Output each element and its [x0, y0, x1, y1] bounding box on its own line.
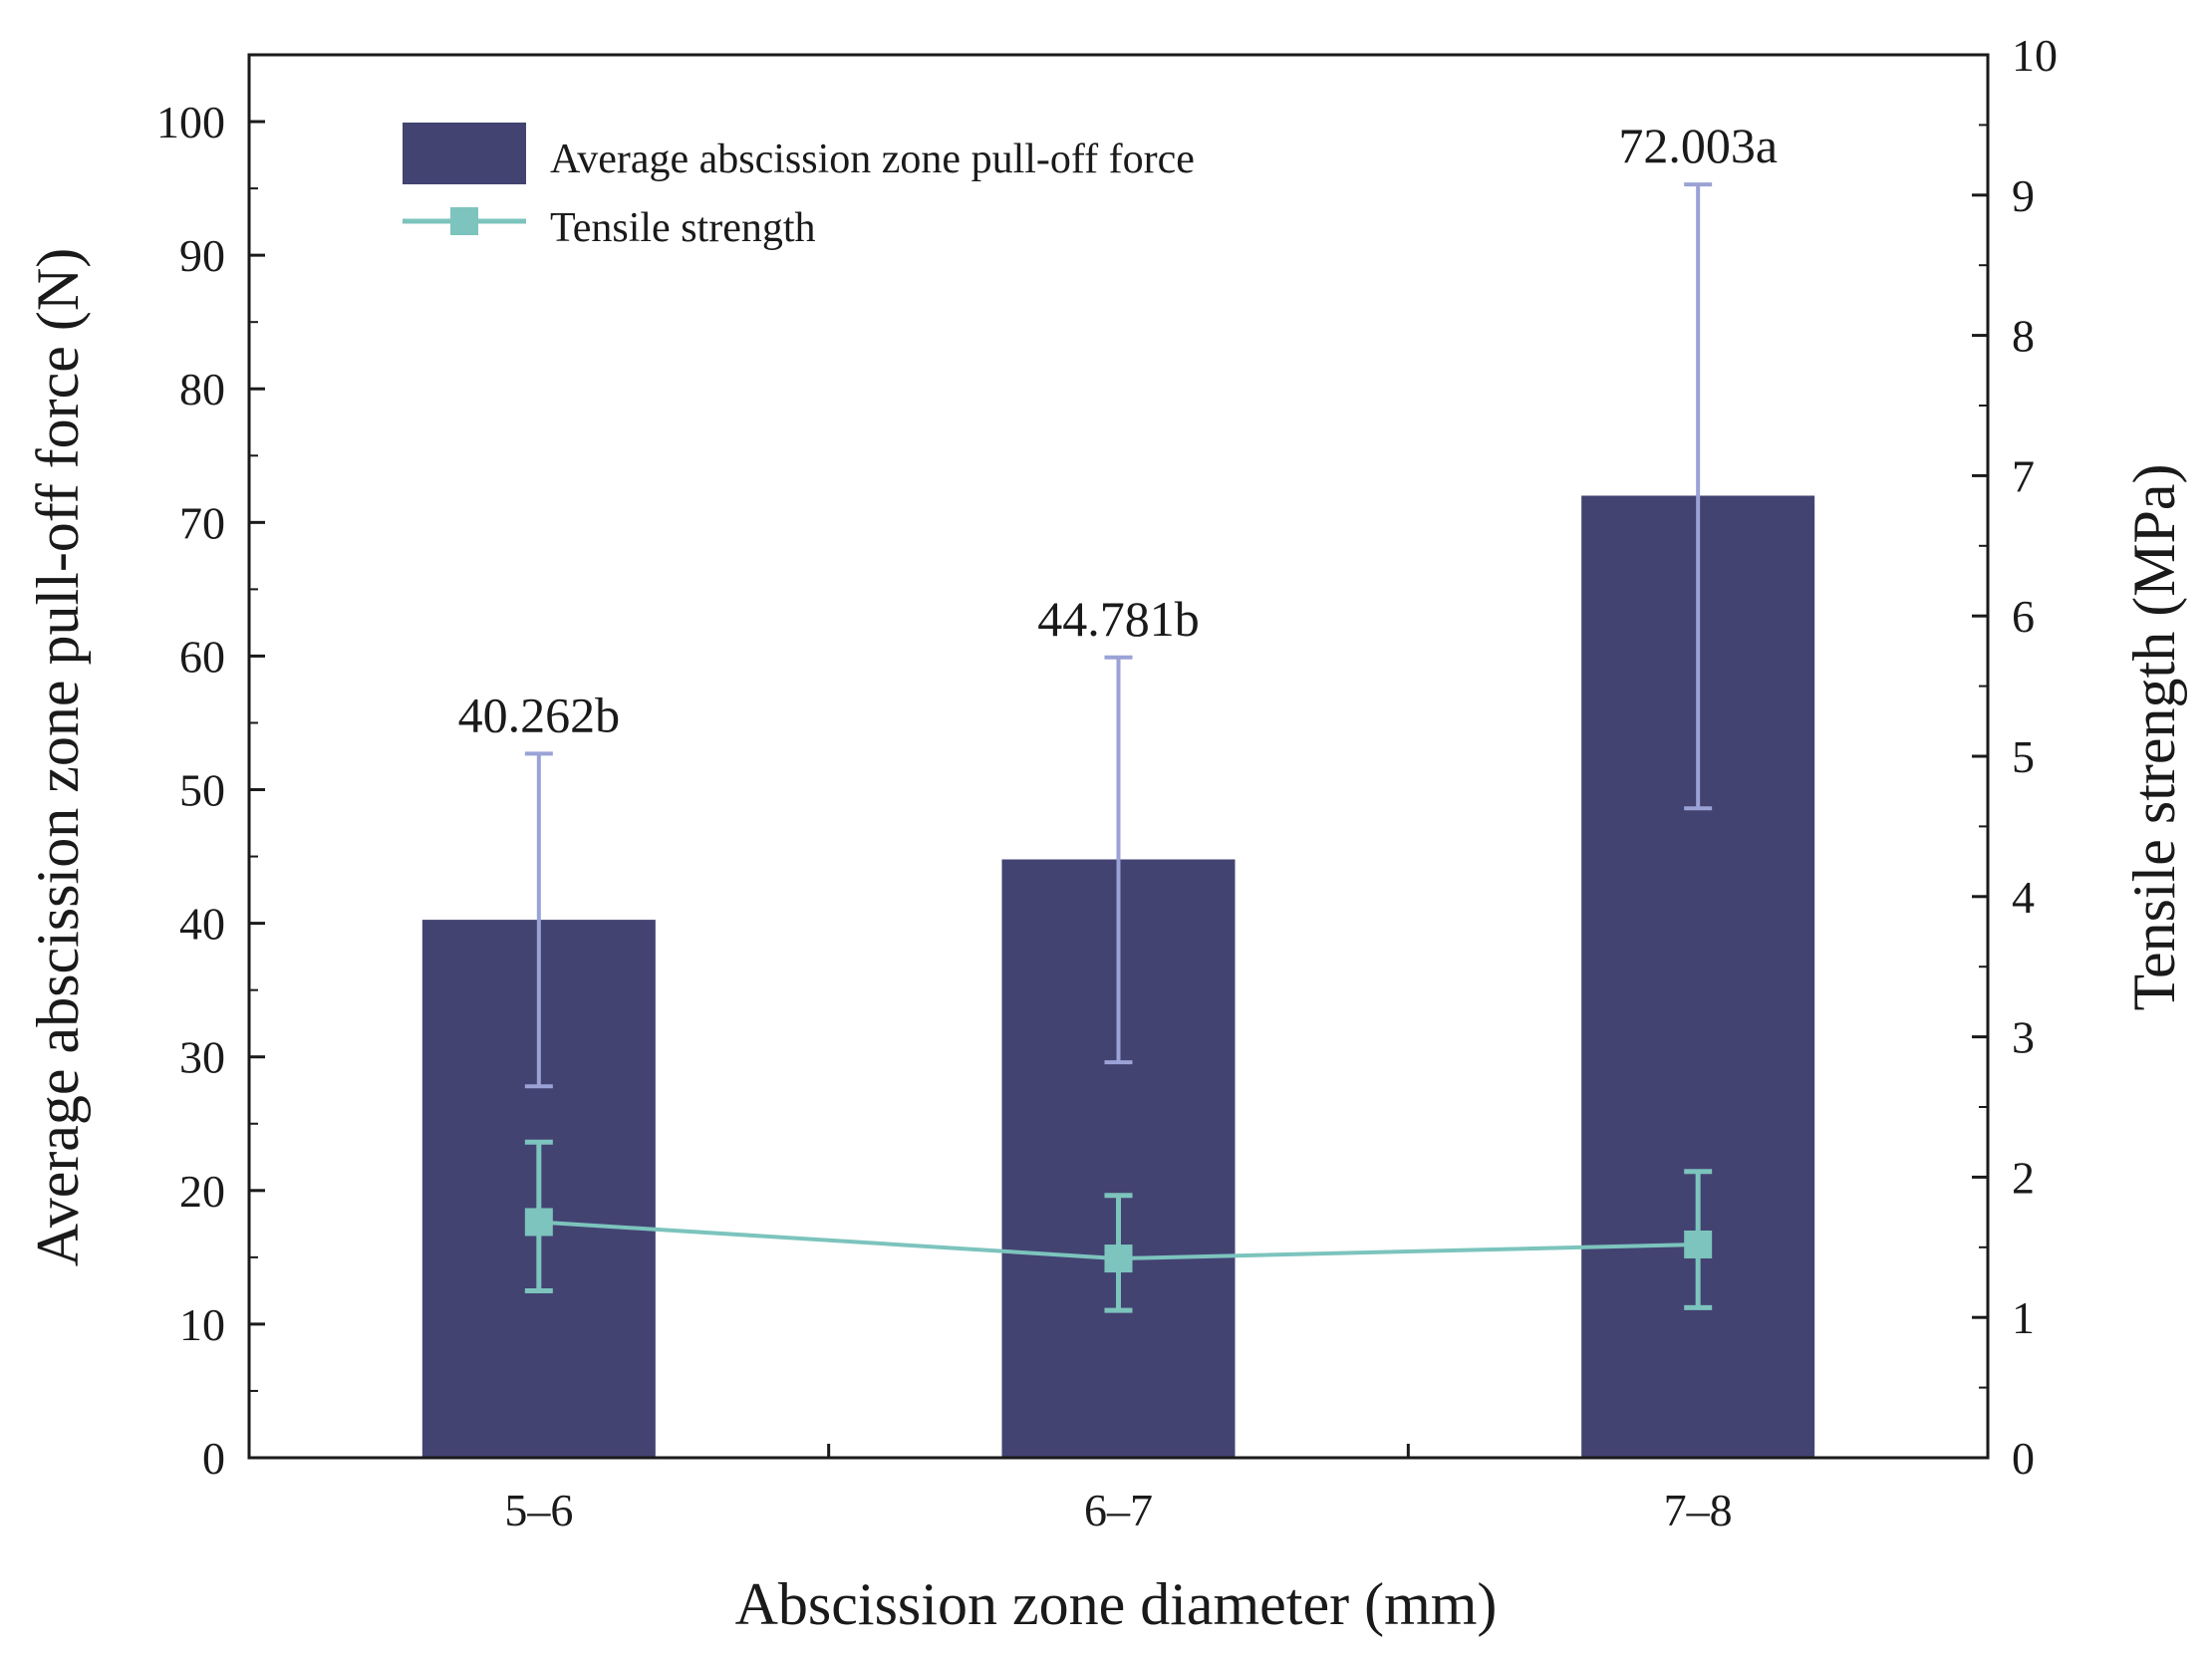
y-right-tick-label: 2 [2012, 1152, 2035, 1203]
y-left-tick-label: 20 [179, 1166, 225, 1217]
bar-value-label: 40.262b [458, 687, 621, 742]
y-right-tick-label: 0 [2012, 1433, 2035, 1484]
legend-label-bar: Average abscission zone pull-off force [550, 137, 1195, 182]
y-left-tick-label: 0 [202, 1433, 225, 1484]
y-right-tick-label: 6 [2012, 591, 2035, 642]
legend-swatch-marker [450, 207, 478, 235]
x-tick-label: 5–6 [504, 1485, 573, 1535]
y-axis-title-left: Average abscission zone pull-off force (… [25, 248, 91, 1266]
x-axis-title: Abscission zone diameter (mm) [735, 1571, 1498, 1637]
y-right-tick-label: 4 [2012, 872, 2035, 923]
y-right-tick-label: 9 [2012, 170, 2035, 221]
line-marker [1684, 1230, 1713, 1258]
y-left-tick-label: 60 [179, 631, 225, 682]
y-right-tick-label: 7 [2012, 450, 2035, 501]
x-tick-label: 6–7 [1084, 1485, 1153, 1535]
legend: Average abscission zone pull-off force T… [403, 123, 1195, 251]
y-axis-title-right: Tensile strength (MPa) [2121, 463, 2187, 1010]
legend-swatch-bar [403, 123, 526, 184]
y-right-tick-label: 1 [2012, 1292, 2035, 1343]
line-marker [524, 1208, 553, 1237]
y-right-tick-label: 5 [2012, 731, 2035, 782]
y-left-tick-label: 80 [179, 364, 225, 415]
y-left-tick-label: 100 [156, 97, 225, 147]
bar-value-label: 72.003a [1618, 118, 1778, 173]
y-left-tick-label: 30 [179, 1032, 225, 1083]
y-left-tick-label: 40 [179, 899, 225, 950]
bar-value-label: 44.781b [1037, 591, 1200, 647]
y-right-tick-label: 8 [2012, 311, 2035, 362]
y-left-tick-label: 70 [179, 497, 225, 548]
line-marker [1104, 1244, 1133, 1273]
y-left-tick-label: 10 [179, 1299, 225, 1350]
y-right-tick-label: 3 [2012, 1012, 2035, 1063]
y-right-tick-label: 10 [2012, 30, 2058, 81]
y-left-tick-label: 50 [179, 765, 225, 816]
x-tick-label: 7–8 [1664, 1485, 1733, 1535]
plot-area: 40.262b44.781b72.003a0102030405060708090… [156, 30, 2058, 1535]
legend-label-line: Tensile strength [550, 205, 816, 251]
y-left-tick-label: 90 [179, 230, 225, 281]
